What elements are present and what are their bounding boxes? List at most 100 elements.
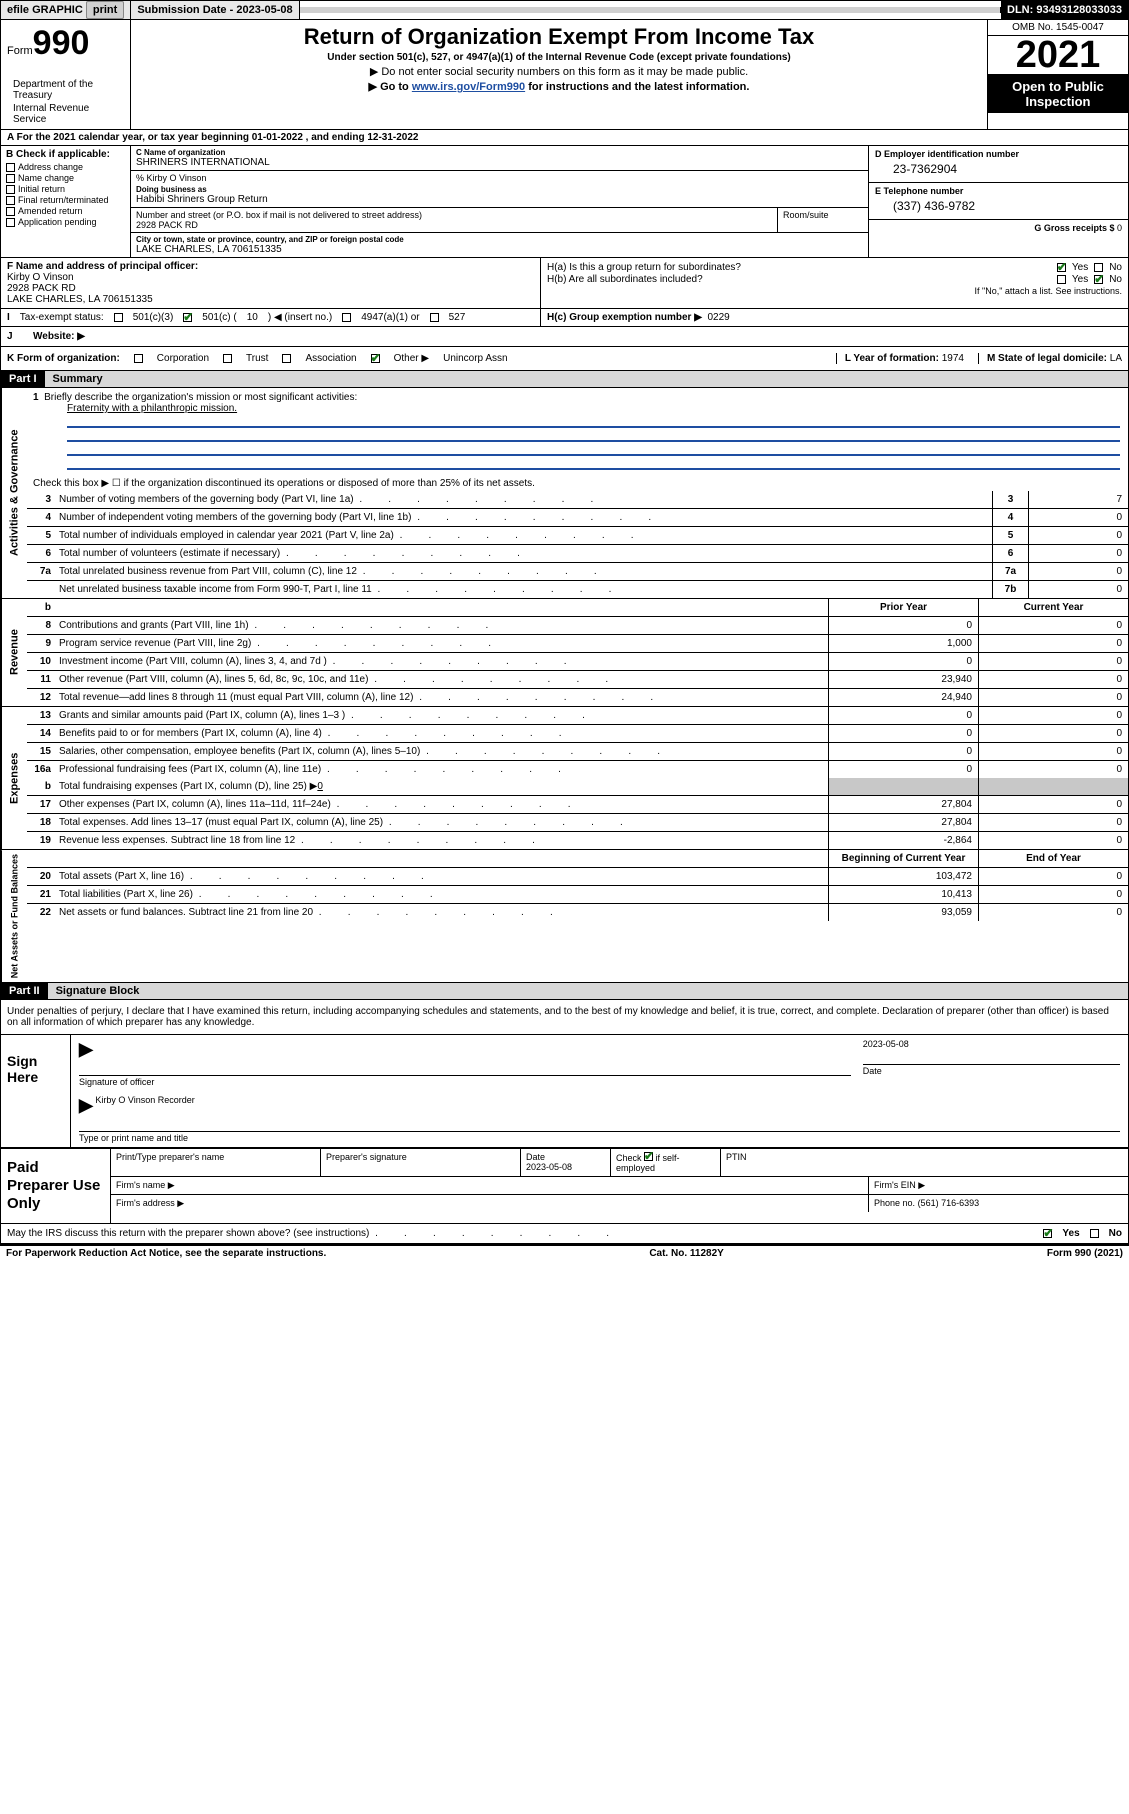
sig-date-label: Date [863, 1066, 882, 1076]
chk-501c3[interactable] [114, 313, 123, 322]
l-cell: L Year of formation: 1974 [836, 353, 964, 364]
chk-self-employed[interactable] [644, 1152, 653, 1161]
chk-amended-return[interactable]: Amended return [6, 206, 125, 216]
form-number: Form990 [7, 24, 124, 63]
sig-name-label: Type or print name and title [79, 1133, 188, 1143]
chk-initial-return[interactable]: Initial return [6, 184, 125, 194]
q2: Check this box ▶ ☐ if the organization d… [27, 476, 1128, 491]
exp-row-16b: b Total fundraising expenses (Part IX, c… [27, 778, 1128, 796]
chk-4947[interactable] [342, 313, 351, 322]
chk-final-return[interactable]: Final return/terminated [6, 195, 125, 205]
firm-ein: Firm's EIN ▶ [869, 1177, 1128, 1194]
gross-cell: G Gross receipts $ 0 [869, 220, 1128, 236]
row-i-hc: I Tax-exempt status: 501(c)(3) 501(c) (1… [1, 309, 1128, 327]
print-button[interactable]: print [86, 1, 124, 19]
topbar-spacer [300, 7, 1001, 13]
table-row: 8Contributions and grants (Part VIII, li… [27, 617, 1128, 635]
street-row: Number and street (or P.O. box if mail i… [131, 208, 868, 233]
chk-501c[interactable] [183, 313, 192, 322]
hb-yes[interactable] [1057, 275, 1066, 284]
col-c: C Name of organization SHRINERS INTERNAT… [131, 146, 868, 257]
arrow-icon-2: ▶ [79, 1095, 93, 1116]
gov-row: 6Total number of volunteers (estimate if… [27, 545, 1128, 563]
h-c: H(c) Group exemption number ▶ 0229 [541, 309, 1128, 326]
form-title: Return of Organization Exempt From Incom… [139, 24, 979, 50]
form-subtitle-2: ▶ Do not enter social security numbers o… [139, 65, 979, 78]
chk-trust[interactable] [223, 354, 232, 363]
section-expenses: Expenses 13Grants and similar amounts pa… [1, 707, 1128, 850]
chk-other[interactable] [371, 354, 380, 363]
sign-here-label: Sign Here [1, 1035, 71, 1147]
header-left: Form990 Department of the Treasury Inter… [1, 20, 131, 129]
gov-row: 4Number of independent voting members of… [27, 509, 1128, 527]
table-row: 20Total assets (Part X, line 16)103,4720 [27, 868, 1128, 886]
tab-revenue: Revenue [1, 599, 27, 706]
row-fh: F Name and address of principal officer:… [1, 258, 1128, 309]
k-other-val: Unincorp Assn [443, 353, 507, 364]
dept-treasury: Department of the Treasury [7, 77, 124, 101]
table-row: 19Revenue less expenses. Subtract line 1… [27, 832, 1128, 849]
blue-line-3 [67, 442, 1120, 456]
paid-preparer-block: Paid Preparer Use Only Print/Type prepar… [1, 1149, 1128, 1224]
table-row: 13Grants and similar amounts paid (Part … [27, 707, 1128, 725]
chk-app-pending[interactable]: Application pending [6, 217, 125, 227]
part-i-title: Summary [45, 371, 1128, 387]
blue-line-1 [67, 414, 1120, 428]
chk-name-change[interactable]: Name change [6, 173, 125, 183]
part-ii-badge: Part II [1, 983, 48, 999]
irs-link[interactable]: www.irs.gov/Form990 [412, 81, 525, 93]
table-row: 12Total revenue—add lines 8 through 11 (… [27, 689, 1128, 706]
line-a: A For the 2021 calendar year, or tax yea… [1, 130, 1128, 146]
h-a: H(a) Is this a group return for subordin… [547, 262, 1122, 273]
discuss-no[interactable] [1090, 1229, 1099, 1238]
table-row: 14Benefits paid to or for members (Part … [27, 725, 1128, 743]
sig-name: Kirby O Vinson Recorder [95, 1095, 194, 1105]
col-b: B Check if applicable: Address change Na… [1, 146, 131, 257]
prep-sig-label: Preparer's signature [321, 1149, 521, 1176]
efile-label: efile GRAPHIC print [1, 1, 131, 19]
q1: 1 Briefly describe the organization's mi… [27, 388, 1128, 403]
gov-row: 3Number of voting members of the governi… [27, 491, 1128, 509]
col-end-year: End of Year [978, 850, 1128, 867]
header-right: OMB No. 1545-0047 2021 Open to Public In… [988, 20, 1128, 129]
sign-here-content: ▶ Signature of officer 2023-05-08 Date ▶… [71, 1035, 1128, 1147]
paid-preparer-label: Paid Preparer Use Only [1, 1149, 111, 1223]
part-ii-title: Signature Block [48, 983, 1128, 999]
firm-phone: Phone no. (561) 716-6393 [869, 1195, 1128, 1212]
col-prior-year: Prior Year [828, 599, 978, 616]
form-frame: Form990 Department of the Treasury Inter… [0, 20, 1129, 1246]
h-b-note: If "No," attach a list. See instructions… [547, 286, 1122, 296]
rev-header-row: b Prior Year Current Year [27, 599, 1128, 617]
paid-row-2: Firm's name ▶ Firm's EIN ▶ [111, 1177, 1128, 1195]
tab-net-assets: Net Assets or Fund Balances [1, 850, 27, 982]
part-i-badge: Part I [1, 371, 45, 387]
col-begin-year: Beginning of Current Year [828, 850, 978, 867]
part-ii-header: Part II Signature Block [1, 983, 1128, 1000]
table-row: 11Other revenue (Part VIII, column (A), … [27, 671, 1128, 689]
ein-cell: D Employer identification number 23-7362… [869, 146, 1128, 183]
tab-governance: Activities & Governance [1, 388, 27, 598]
table-row: 21Total liabilities (Part X, line 26)10,… [27, 886, 1128, 904]
discuss-yes[interactable] [1043, 1229, 1052, 1238]
table-row: 10Investment income (Part VIII, column (… [27, 653, 1128, 671]
dba-cell: Doing business as Habibi Shriners Group … [131, 183, 868, 208]
ha-yes[interactable] [1057, 263, 1066, 272]
chk-527[interactable] [430, 313, 439, 322]
form-header: Form990 Department of the Treasury Inter… [1, 20, 1128, 130]
chk-address-change[interactable]: Address change [6, 162, 125, 172]
arrow-icon: ▶ [79, 1039, 93, 1060]
irs-discuss-q: May the IRS discuss this return with the… [7, 1228, 612, 1239]
principal-officer: F Name and address of principal officer:… [1, 258, 541, 308]
q1-text: Fraternity with a philanthropic mission. [27, 403, 1128, 414]
row-j: J Website: ▶ [1, 327, 1128, 347]
sig-date: 2023-05-08 [863, 1039, 1120, 1049]
ha-no[interactable] [1094, 263, 1103, 272]
chk-assoc[interactable] [282, 354, 291, 363]
sign-here-block: Sign Here ▶ Signature of officer 2023-05… [1, 1035, 1128, 1149]
net-header-row: Beginning of Current Year End of Year [27, 850, 1128, 868]
firm-addr: Firm's address ▶ [111, 1195, 869, 1212]
chk-corp[interactable] [134, 354, 143, 363]
gov-row: 7aTotal unrelated business revenue from … [27, 563, 1128, 581]
hb-no[interactable] [1094, 275, 1103, 284]
table-row: 18Total expenses. Add lines 13–17 (must … [27, 814, 1128, 832]
